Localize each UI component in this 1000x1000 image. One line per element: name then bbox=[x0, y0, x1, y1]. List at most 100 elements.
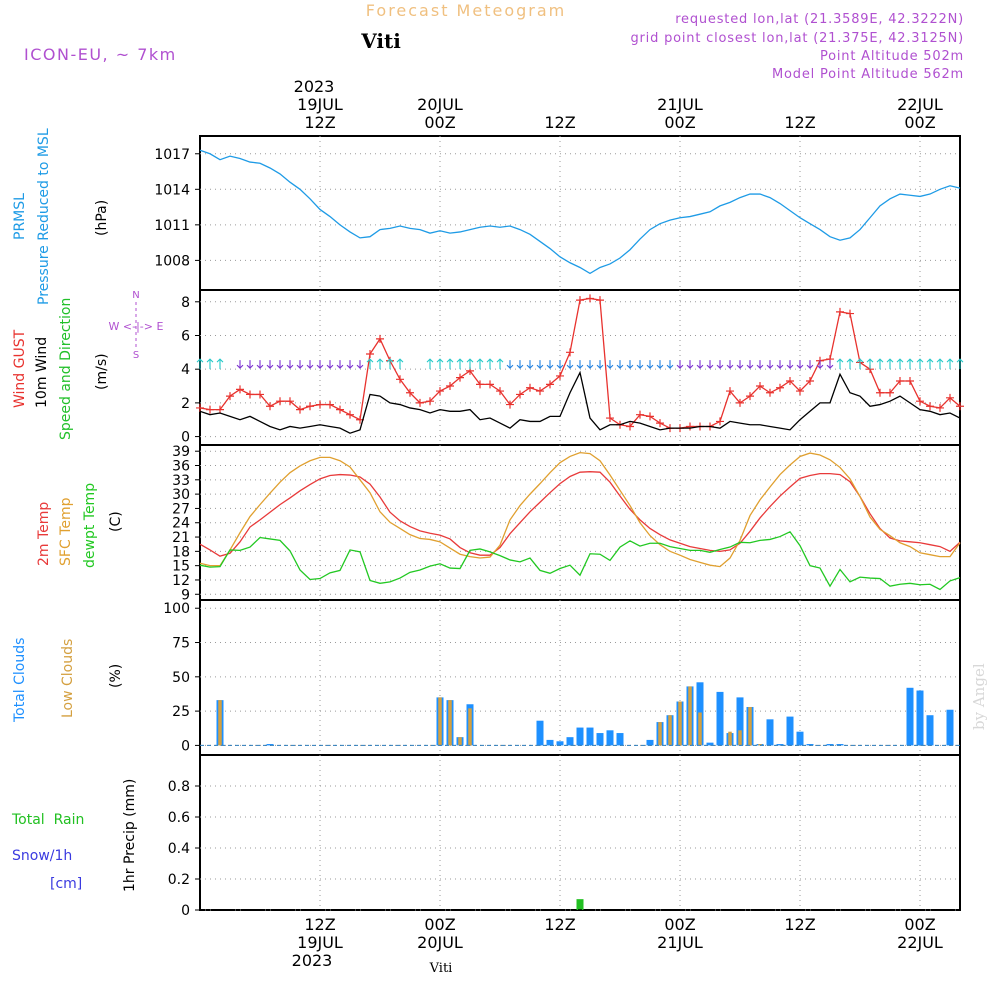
compass-s: S bbox=[133, 350, 139, 361]
wind-direction-arrow bbox=[726, 360, 734, 369]
wind-direction-arrow bbox=[826, 360, 834, 369]
bar-low-clouds bbox=[468, 708, 472, 746]
gust-point bbox=[486, 380, 494, 389]
gust-point bbox=[596, 296, 604, 305]
compass-n: N bbox=[132, 290, 139, 301]
panels-group: 1008101110141017024689121518212427303336… bbox=[154, 135, 961, 919]
gust-point bbox=[736, 398, 744, 407]
gust-point bbox=[436, 387, 444, 396]
wind-direction-arrow bbox=[866, 358, 874, 370]
wind-direction-arrow bbox=[506, 360, 514, 369]
wind-direction-arrow bbox=[526, 360, 534, 369]
wind-direction-arrow bbox=[856, 358, 864, 370]
bar-low-clouds bbox=[698, 712, 702, 746]
wind-direction-arrow bbox=[436, 358, 444, 370]
clouds-total-label: Total Clouds bbox=[12, 638, 28, 723]
snow-label: Snow/1h bbox=[12, 848, 72, 864]
gust-point bbox=[716, 417, 724, 426]
ytick-label: 27 bbox=[172, 501, 190, 517]
bar-low-clouds bbox=[438, 697, 442, 746]
wind-direction-arrow bbox=[306, 360, 314, 369]
wind-direction-arrow bbox=[936, 358, 944, 370]
ytick-label: 0.6 bbox=[168, 810, 190, 826]
top-date-label: 20JUL bbox=[417, 95, 463, 114]
wind-direction-arrow bbox=[486, 358, 494, 370]
footer-location: Viti bbox=[429, 961, 453, 976]
wind-direction-arrow bbox=[446, 358, 454, 370]
wind-direction-arrow bbox=[786, 360, 794, 369]
panel-frame-precipitation bbox=[199, 754, 961, 911]
wind-direction-arrow bbox=[366, 358, 374, 370]
snow-unit-label: [cm] bbox=[50, 876, 82, 892]
model-label: ICON-EU, ~ 7km bbox=[24, 45, 177, 64]
chart-title: Forecast Meteogram bbox=[366, 1, 566, 20]
top-hour-label: 12Z bbox=[304, 113, 335, 132]
wind-direction-arrow bbox=[806, 360, 814, 369]
bottom-date-label: 21JUL bbox=[657, 933, 703, 952]
bar-total-clouds bbox=[556, 741, 564, 746]
series-line-prmsl bbox=[199, 149, 961, 275]
gust-point bbox=[656, 419, 664, 428]
ytick-label: 21 bbox=[172, 530, 190, 546]
gust-point bbox=[406, 388, 414, 397]
gust-point bbox=[936, 403, 944, 412]
wind-direction-arrow bbox=[706, 360, 714, 369]
bottom-date-label: 20JUL bbox=[417, 933, 463, 952]
bar-total-rain bbox=[576, 899, 584, 910]
wind-direction-arrow bbox=[736, 360, 744, 369]
gust-point bbox=[456, 373, 464, 382]
wind-direction-arrow bbox=[376, 358, 384, 370]
rain-label: Total Rain bbox=[11, 812, 84, 828]
series-temperature bbox=[199, 451, 961, 591]
ytick-label: 100 bbox=[163, 601, 190, 617]
bar-low-clouds bbox=[728, 731, 732, 746]
ytick-label: 4 bbox=[181, 362, 190, 378]
bottom-date-label: 22JUL bbox=[897, 933, 943, 952]
gust-point bbox=[286, 397, 294, 406]
wind-direction-arrow bbox=[876, 358, 884, 370]
wind-direction-arrow bbox=[616, 360, 624, 369]
gust-point bbox=[336, 405, 344, 414]
bottom-hour-label: 00Z bbox=[664, 915, 695, 934]
wind-direction-arrow bbox=[716, 360, 724, 369]
bottom-year-label: 2023 bbox=[292, 951, 333, 970]
gust-point bbox=[576, 296, 584, 305]
series-pressure bbox=[199, 149, 961, 275]
gust-point bbox=[566, 348, 574, 357]
gust-point bbox=[196, 403, 204, 412]
ytick-label: 6 bbox=[181, 328, 190, 344]
gust-point bbox=[366, 350, 374, 359]
wind-dir-label: Speed and Direction bbox=[58, 298, 74, 440]
gust-point bbox=[796, 387, 804, 396]
top-year-label: 2023 bbox=[294, 77, 335, 96]
wind-direction-arrow bbox=[896, 358, 904, 370]
bar-total-clouds bbox=[536, 720, 544, 746]
ytick-label: 8 bbox=[181, 295, 190, 311]
wind-direction-arrow bbox=[326, 360, 334, 369]
gust-point bbox=[216, 405, 224, 414]
wind-unit: (m/s) bbox=[94, 353, 110, 390]
wind-direction-arrow bbox=[296, 360, 304, 369]
bottom-hour-label: 12Z bbox=[784, 915, 815, 934]
bar-low-clouds bbox=[668, 715, 672, 746]
top-hour-label: 12Z bbox=[544, 113, 575, 132]
gust-point bbox=[746, 392, 754, 401]
wind-direction-arrow bbox=[656, 360, 664, 369]
wind-direction-arrow bbox=[816, 360, 824, 369]
wind-direction-arrow bbox=[236, 360, 244, 369]
wind-direction-arrow bbox=[676, 360, 684, 369]
bar-total-clouds bbox=[946, 709, 954, 746]
wind-direction-arrow bbox=[916, 358, 924, 370]
wind-direction-arrow bbox=[846, 358, 854, 370]
wind-direction-arrow bbox=[646, 360, 654, 369]
bottom-hour-label: 00Z bbox=[424, 915, 455, 934]
temp-sfc-label: SFC Temp bbox=[58, 497, 74, 566]
wind-direction-arrow bbox=[516, 360, 524, 369]
bar-low-clouds bbox=[658, 722, 662, 746]
bar-total-clouds bbox=[826, 744, 834, 746]
gridpoint-coords: grid point closest lon,lat (21.375E, 42.… bbox=[630, 31, 964, 46]
bar-low-clouds bbox=[748, 706, 752, 746]
bar-total-clouds bbox=[596, 733, 604, 746]
gust-point bbox=[956, 402, 964, 411]
